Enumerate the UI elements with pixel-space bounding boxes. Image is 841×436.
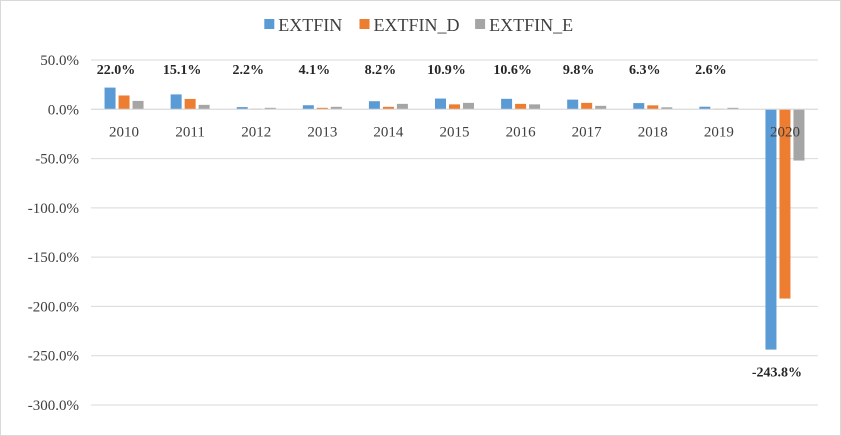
- bar-extfin-d-2011: [184, 98, 196, 110]
- y-tick-label: -250.0%: [28, 349, 79, 365]
- legend-swatch-extfin-e: [475, 19, 486, 29]
- y-tick-label: -300.0%: [28, 398, 79, 414]
- x-tick-label: 2020: [770, 124, 800, 140]
- bar-extfin-d-2016: [515, 103, 527, 110]
- data-label: 6.3%: [629, 63, 661, 78]
- bar-extfin-2017: [567, 99, 579, 110]
- x-tick-label: 2019: [704, 124, 734, 140]
- y-tick-label: 0.0%: [48, 102, 79, 118]
- bar-extfin-d-2014: [382, 106, 394, 110]
- x-tick-label: 2010: [109, 124, 139, 140]
- legend-label-extfin: EXTFIN: [278, 15, 342, 35]
- y-tick-label: -200.0%: [28, 299, 79, 315]
- bar-extfin-2019: [699, 106, 711, 110]
- bar-extfin-d-2010: [118, 95, 130, 110]
- bar-extfin-2018: [633, 103, 645, 110]
- bar-extfin-e-2018: [661, 107, 673, 110]
- y-tick-label: -50.0%: [35, 152, 79, 168]
- bar-extfin-2020: [765, 109, 777, 350]
- bar-extfin-e-2010: [132, 100, 144, 110]
- x-tick-label: 2016: [506, 124, 537, 140]
- y-axis: 50.0% 0.0% -50.0% -100.0% -150.0% -200.0% -250…: [28, 53, 79, 414]
- x-tick-label: 2017: [572, 124, 603, 140]
- data-labels: 22.0% 15.1% 2.2% 4.1% 8.2% 10.9% 10.6% 9.8% 6.3%…: [97, 63, 802, 381]
- bar-extfin-e-2016: [529, 104, 541, 110]
- data-label: 15.1%: [163, 63, 202, 78]
- bar-extfin-2014: [368, 101, 380, 110]
- bar-extfin-2016: [501, 98, 513, 110]
- bar-extfin-e-2015: [463, 102, 474, 110]
- data-label: 9.8%: [563, 63, 595, 78]
- legend-swatch-extfin: [264, 19, 275, 29]
- bar-extfin-d-2015: [449, 104, 460, 110]
- y-tick-label: -100.0%: [28, 201, 79, 217]
- bar-extfin-2013: [302, 105, 314, 110]
- x-tick-label: 2011: [175, 124, 204, 140]
- data-label: 2.6%: [695, 63, 727, 78]
- data-label: 10.6%: [493, 63, 532, 78]
- data-label: 10.9%: [427, 63, 466, 78]
- y-tick-label: 50.0%: [40, 53, 79, 69]
- bar-extfin-e-2014: [396, 103, 408, 110]
- x-tick-label: 2013: [307, 124, 337, 140]
- bar-extfin-d-2018: [647, 105, 659, 110]
- bar-extfin-e-2020: [793, 109, 805, 161]
- bar-extfin-e-2013: [330, 106, 342, 110]
- x-tick-label: 2014: [373, 124, 404, 140]
- legend: EXTFIN EXTFIN_D EXTFIN_E: [264, 15, 573, 35]
- bars: [104, 87, 805, 350]
- data-label: 8.2%: [365, 63, 397, 78]
- legend-swatch-extfin-d: [359, 19, 370, 29]
- legend-label-extfin-d: EXTFIN_D: [374, 15, 460, 35]
- bar-extfin-e-2012: [264, 107, 276, 110]
- bar-extfin-e-2019: [727, 107, 739, 110]
- data-label: -243.8%: [752, 366, 802, 381]
- bar-extfin-e-2017: [595, 105, 607, 110]
- x-tick-label: 2012: [241, 124, 271, 140]
- x-axis: 2010 2011 2012 2013 2014 2015 2016 2017 2018 2019…: [91, 108, 818, 140]
- bar-extfin-2012: [236, 107, 248, 110]
- y-tick-label: -150.0%: [28, 250, 79, 266]
- x-tick-label: 2015: [440, 124, 470, 140]
- bar-extfin-d-2013: [316, 107, 328, 110]
- data-label: 4.1%: [299, 63, 331, 78]
- data-label: 2.2%: [232, 63, 264, 78]
- bar-extfin-2010: [104, 87, 116, 110]
- bar-extfin-d-2017: [581, 102, 593, 110]
- bar-extfin-e-2011: [198, 104, 210, 110]
- data-label: 22.0%: [97, 63, 136, 78]
- bar-extfin-d-2020: [779, 109, 791, 299]
- legend-label-extfin-e: EXTFIN_E: [489, 15, 573, 35]
- bar-extfin-2015: [435, 98, 446, 110]
- x-tick-label: 2018: [638, 124, 668, 140]
- bar-extfin-2011: [170, 94, 182, 110]
